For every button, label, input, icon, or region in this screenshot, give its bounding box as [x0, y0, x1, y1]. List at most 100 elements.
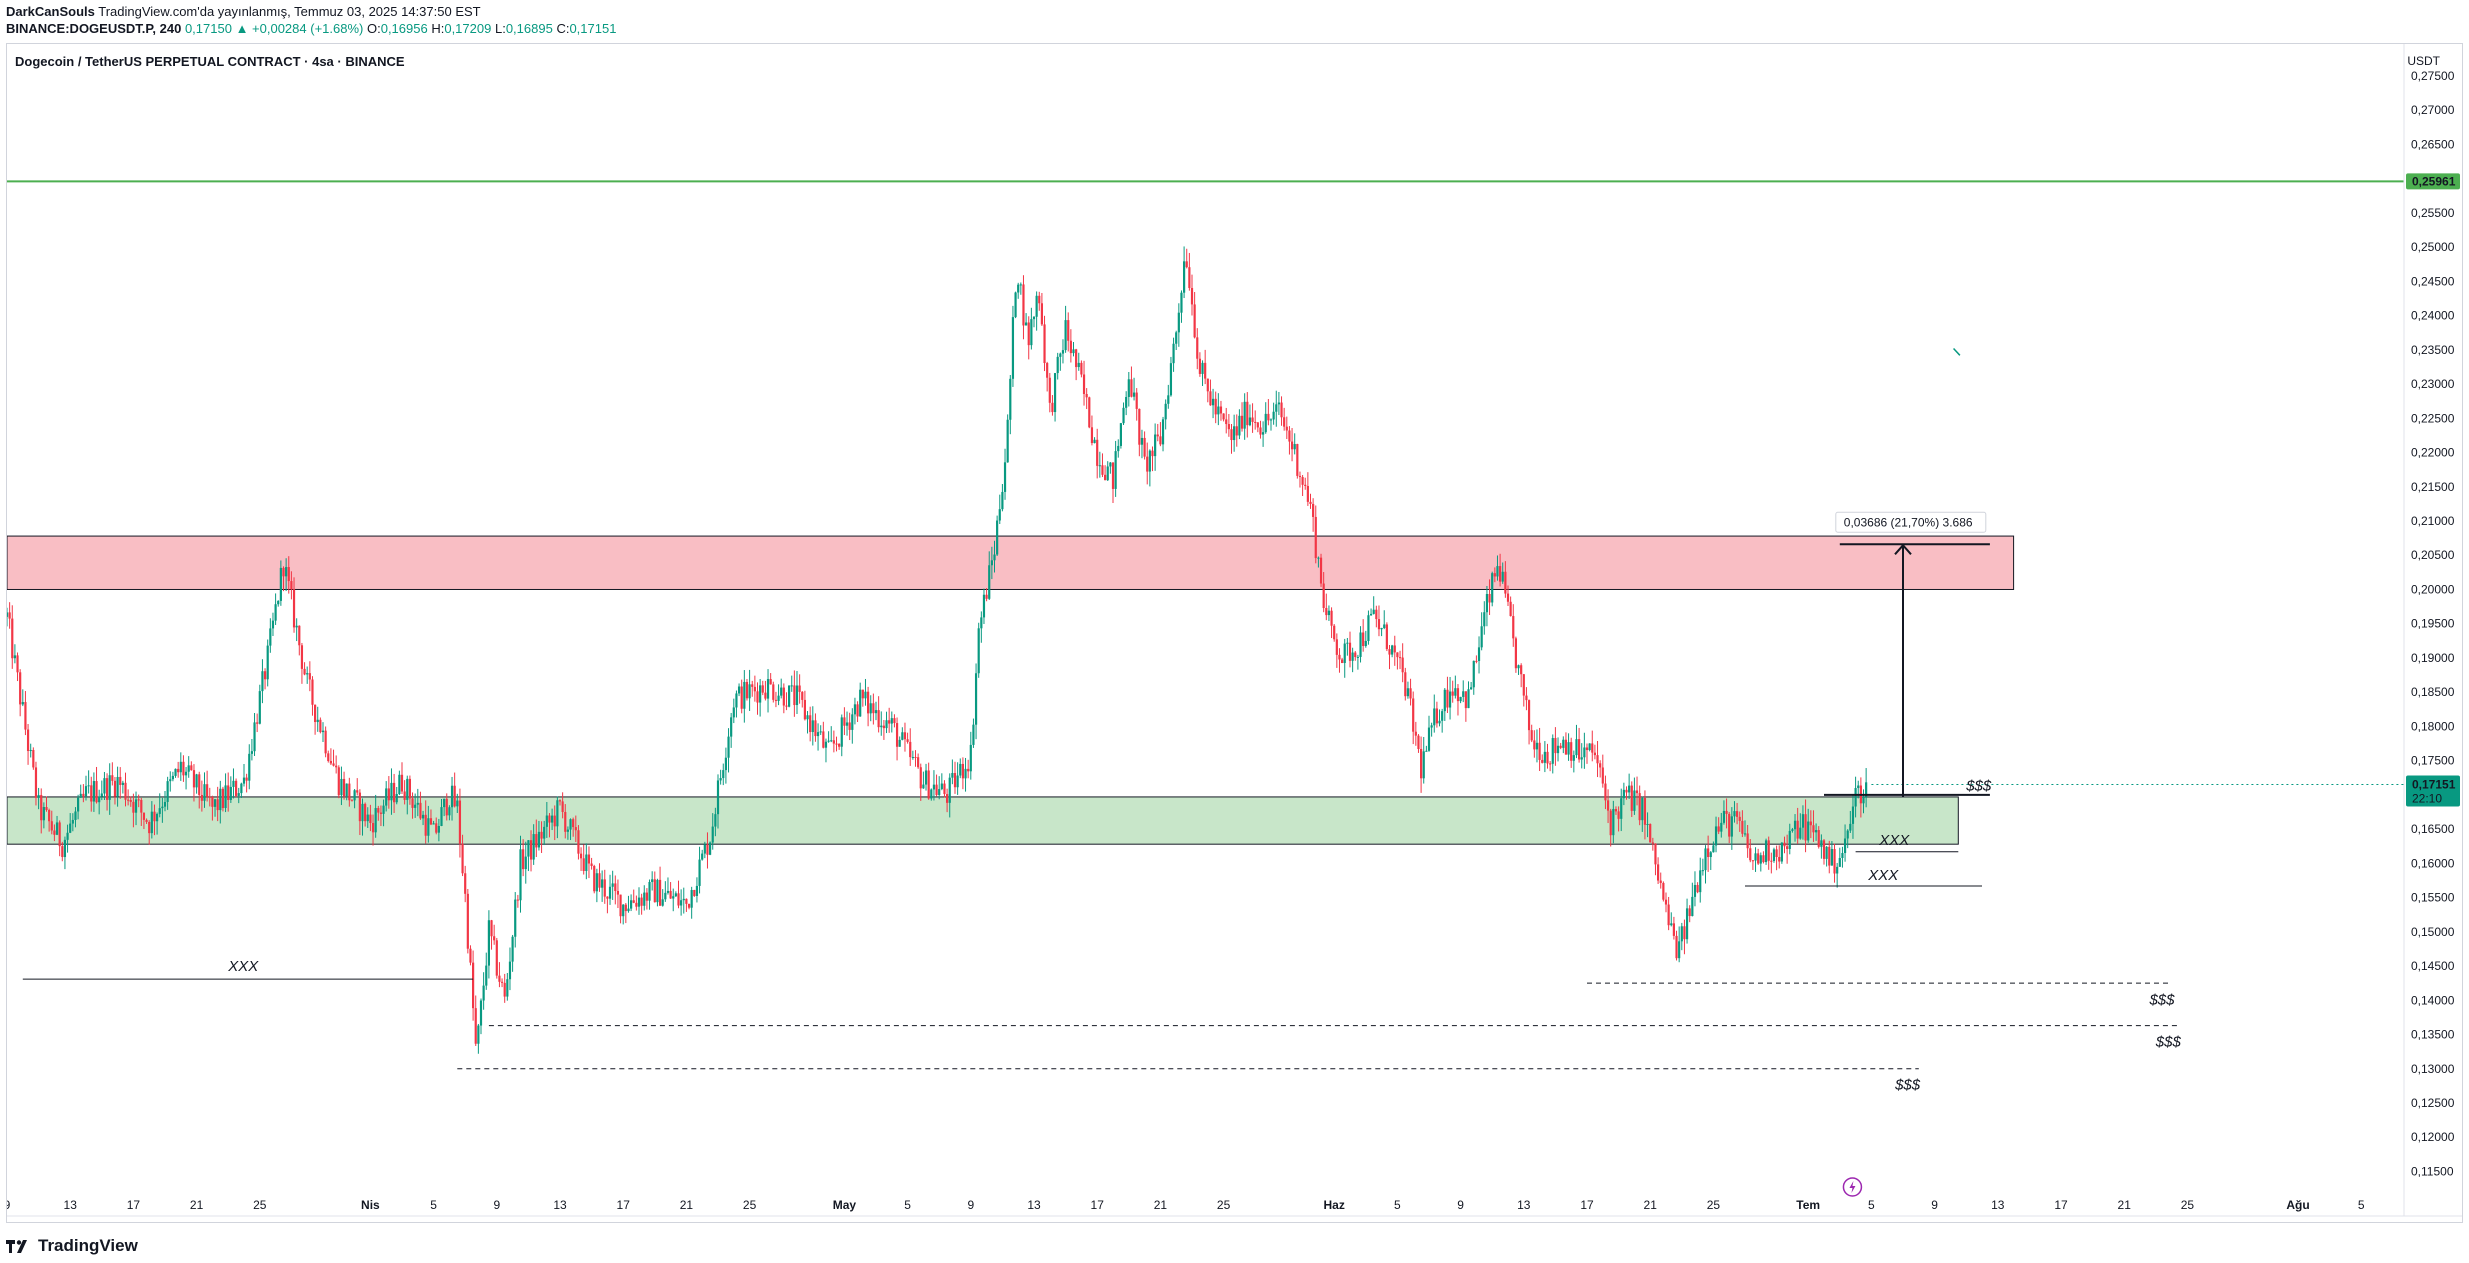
- candle-body: [880, 725, 883, 728]
- candle-body: [1159, 436, 1162, 445]
- candle-body: [8, 612, 11, 619]
- candle-body: [458, 800, 462, 844]
- candle-body: [290, 581, 293, 590]
- candle-body: [1683, 926, 1686, 940]
- price-tick: 0,24500: [2411, 274, 2455, 288]
- candle-body: [940, 783, 943, 790]
- candle-body: [1296, 444, 1299, 476]
- candle-body: [1127, 379, 1130, 398]
- candle-body: [119, 776, 122, 785]
- chart-pane[interactable]: XXX XXX XXX $$$ $$$ $$$ $$$ 0,03686 (21,70%) 3.…: [6, 43, 2463, 1223]
- candle-body: [443, 798, 446, 808]
- candle-body: [946, 794, 949, 803]
- price-tick: 0,18000: [2411, 719, 2455, 733]
- candle-body: [1822, 840, 1826, 859]
- candle-body: [1538, 742, 1541, 760]
- candle-body: [1720, 822, 1723, 832]
- candle-body: [582, 858, 585, 872]
- candle-body: [1006, 419, 1009, 463]
- candle-body: [1356, 656, 1359, 658]
- candle-body: [998, 509, 1001, 521]
- candle-body: [861, 689, 864, 699]
- candle-body: [1654, 843, 1657, 865]
- candle-body: [1117, 445, 1120, 452]
- candle-body: [1098, 465, 1101, 467]
- candle-body: [116, 776, 119, 797]
- currency-label[interactable]: USDT: [2407, 54, 2440, 68]
- time-tick: 17: [127, 1198, 141, 1212]
- candle-body: [282, 567, 285, 577]
- candle-body: [601, 879, 604, 888]
- swing-low-label: XXX: [1867, 867, 1899, 884]
- candle-body: [540, 831, 543, 839]
- candle-body: [519, 849, 522, 901]
- candle-body: [1770, 860, 1773, 862]
- candle-body: [82, 793, 85, 797]
- candle-body: [103, 778, 106, 794]
- candle-body: [121, 782, 124, 785]
- candle-body: [485, 965, 488, 986]
- candle-body: [711, 826, 714, 843]
- candle-body: [990, 560, 993, 566]
- candle-body: [24, 702, 27, 730]
- candle-body: [1549, 763, 1552, 765]
- candle-body: [587, 854, 591, 864]
- candle-body: [1438, 720, 1441, 724]
- candle-body: [1193, 304, 1196, 338]
- stray-mark: [1953, 347, 1961, 356]
- candle-body: [190, 765, 193, 771]
- supply-zone: [7, 535, 2015, 590]
- candle-body: [219, 788, 222, 811]
- candle-body: [1119, 423, 1122, 446]
- candle-body: [1048, 377, 1051, 403]
- candle-body: [1362, 632, 1365, 647]
- candle-body: [748, 684, 751, 699]
- chart-canvas[interactable]: XXX XXX XXX $$$ $$$ $$$ $$$ 0,03686 (21,70%) 3.…: [7, 44, 2463, 1223]
- candle-body: [624, 904, 627, 912]
- candle-body: [598, 873, 601, 888]
- price-tick: 0,20000: [2411, 582, 2455, 596]
- candle-body: [1767, 840, 1770, 861]
- tradingview-logo-icon: [6, 1240, 27, 1253]
- candle-body: [1659, 880, 1662, 883]
- candle-body: [909, 741, 912, 758]
- time-tick: Haz: [1324, 1198, 1345, 1212]
- candle-body: [1248, 417, 1252, 426]
- candle-body: [37, 794, 40, 798]
- candle-body: [869, 703, 872, 714]
- candle-body: [242, 777, 246, 784]
- candle-body: [1114, 451, 1117, 489]
- candle-body: [1396, 652, 1399, 658]
- candle-body: [732, 707, 735, 718]
- candle-body: [835, 743, 838, 745]
- candle-body: [1741, 820, 1744, 834]
- candle-body: [1841, 853, 1844, 858]
- candle-body: [1072, 349, 1075, 354]
- time-tick: 21: [190, 1198, 204, 1212]
- candle-body: [1101, 465, 1104, 475]
- candle-body: [1348, 642, 1352, 661]
- candle-body: [816, 732, 820, 737]
- candle-body: [753, 686, 756, 692]
- candle-body: [374, 808, 377, 833]
- candle-body: [1238, 415, 1241, 436]
- candle-body: [1298, 475, 1302, 478]
- time-tick: Ağu: [2286, 1198, 2309, 1212]
- candle-body: [577, 830, 580, 854]
- candle-body: [1804, 814, 1807, 841]
- candle-body: [277, 600, 280, 605]
- candle-body: [1183, 261, 1186, 293]
- candle-body: [790, 685, 793, 687]
- price-tick: 0,16500: [2411, 822, 2455, 836]
- time-tick: 9: [1931, 1198, 1938, 1212]
- candle-body: [1222, 413, 1225, 420]
- candle-body: [956, 775, 959, 788]
- candle-body: [364, 803, 367, 822]
- candle-body: [1393, 645, 1396, 653]
- candle-body: [682, 898, 685, 901]
- candle-body: [137, 799, 140, 801]
- candle-body: [195, 774, 198, 788]
- candle-body: [292, 589, 296, 628]
- candle-body: [314, 704, 317, 723]
- candle-body: [1090, 427, 1094, 444]
